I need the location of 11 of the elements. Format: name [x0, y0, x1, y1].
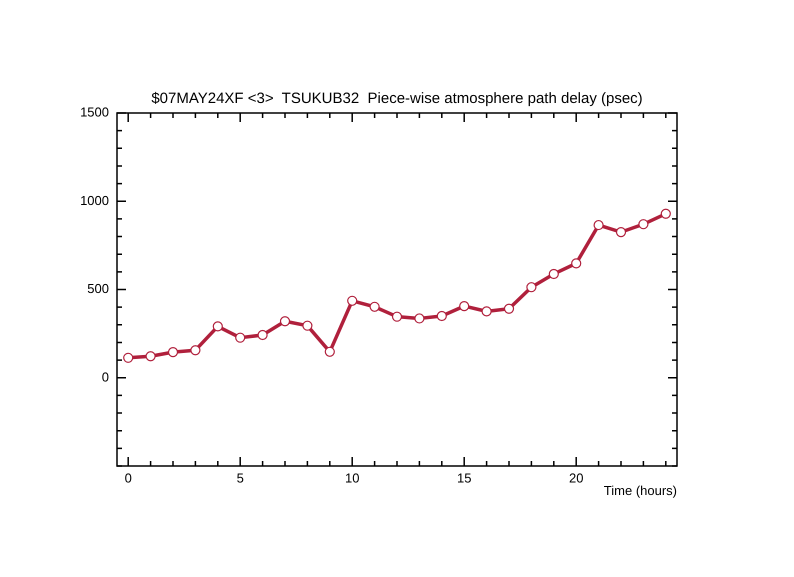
x-axis-title: Time (hours) [604, 483, 677, 498]
x-tick-label: 15 [456, 470, 472, 486]
x-tick-label: 10 [344, 470, 360, 486]
y-tick-label: 500 [87, 281, 109, 296]
y-tick-label: 1000 [80, 192, 109, 208]
x-tick-label: 20 [568, 470, 584, 486]
chart-title: $07MAY24XF <3> TSUKUB32 Piece-wise atmosphere path delay (psec) [151, 90, 643, 107]
y-tick-label: 1500 [80, 104, 109, 120]
x-tick-label: 0 [124, 470, 132, 486]
y-tick-label: 0 [102, 369, 109, 384]
x-tick-label: 5 [236, 470, 244, 486]
